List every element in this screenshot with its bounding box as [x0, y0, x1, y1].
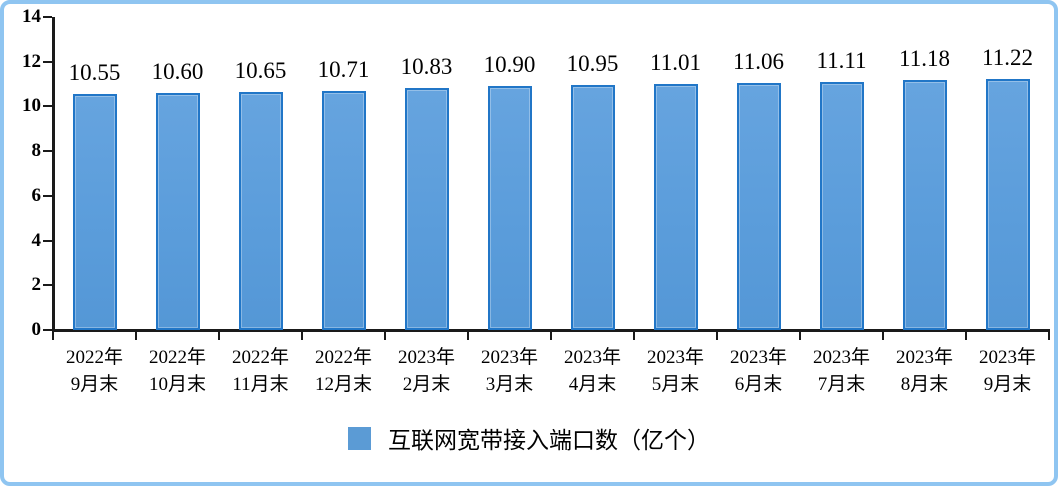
y-tick-label: 8 — [31, 140, 42, 162]
bar — [155, 93, 200, 330]
x-category-label: 2022年 10月末 — [123, 344, 233, 398]
bar-value-label: 10.83 — [400, 53, 453, 79]
x-category-line: 11月末 — [232, 374, 289, 395]
x-category-line: 5月末 — [651, 374, 700, 395]
x-tick-mark — [633, 332, 635, 340]
x-category-label: 2023年 3月末 — [455, 344, 565, 398]
x-tick-mark — [135, 332, 137, 340]
x-category-label: 2022年 11月末 — [206, 344, 316, 398]
y-tick-label: 12 — [22, 50, 41, 72]
x-category-line: 2023年 — [397, 347, 455, 368]
x-category-line: 2023年 — [895, 347, 953, 368]
x-category-line: 3月末 — [485, 374, 534, 395]
y-tick-mark — [43, 239, 52, 242]
x-category-label: 2023年 5月末 — [621, 344, 731, 398]
x-category-label: 2022年 12月末 — [289, 344, 399, 398]
bar — [72, 94, 117, 330]
x-category-line: 2022年 — [314, 347, 372, 368]
bar-value-label: 10.71 — [317, 56, 370, 82]
x-category-line: 2月末 — [402, 374, 451, 395]
legend-swatch — [348, 426, 371, 450]
x-category-line: 2022年 — [231, 347, 289, 368]
x-category-line: 6月末 — [734, 374, 783, 395]
x-category-line: 2023年 — [729, 347, 787, 368]
x-tick-mark — [301, 332, 303, 340]
bar-value-label: 11.06 — [733, 48, 784, 74]
y-tick-label: 2 — [31, 274, 42, 296]
y-tick-label: 10 — [22, 95, 41, 117]
bar-value-label: 10.95 — [566, 51, 619, 77]
x-category-line: 2023年 — [978, 347, 1036, 368]
x-category-line: 2022年 — [148, 347, 206, 368]
x-category-line: 2023年 — [563, 347, 621, 368]
x-category-label: 2023年 2月末 — [372, 344, 482, 398]
bar-value-label: 11.22 — [982, 45, 1033, 71]
x-tick-mark — [1048, 332, 1050, 340]
x-category-line: 8月末 — [900, 374, 949, 395]
bar-value-label: 10.90 — [483, 52, 536, 78]
bar — [985, 79, 1030, 330]
x-category-label: 2023年 6月末 — [704, 344, 814, 398]
x-tick-mark — [965, 332, 967, 340]
legend: 互联网宽带接入端口数（亿个） — [0, 421, 1058, 455]
bar-value-label: 10.55 — [68, 60, 121, 86]
bar-value-label: 11.18 — [899, 46, 950, 72]
x-category-label: 2023年 4月末 — [538, 344, 648, 398]
x-category-line: 4月末 — [568, 374, 617, 395]
bar — [404, 87, 449, 330]
x-axis-line — [52, 329, 1050, 332]
y-tick-label: 0 — [31, 319, 42, 340]
x-tick-mark — [467, 332, 469, 340]
x-tick-mark — [799, 332, 801, 340]
x-category-line: 12月末 — [314, 374, 372, 395]
y-tick-mark — [43, 329, 52, 331]
x-category-line: 2023年 — [646, 347, 704, 368]
bar — [819, 81, 864, 330]
x-tick-mark — [882, 332, 884, 340]
y-tick-label: 6 — [31, 184, 42, 206]
x-category-line: 10月末 — [148, 374, 206, 395]
y-tick-mark — [43, 194, 52, 197]
x-tick-mark — [550, 332, 552, 340]
x-category-line: 2023年 — [812, 347, 870, 368]
bar — [570, 85, 615, 330]
bar — [238, 91, 283, 330]
bar-value-label: 11.01 — [650, 49, 701, 75]
x-category-line: 9月末 — [70, 374, 119, 395]
y-tick-mark — [43, 105, 52, 108]
x-category-label: 2023年 9月末 — [953, 344, 1058, 398]
x-category-label: 2023年 8月末 — [870, 344, 980, 398]
x-tick-mark — [52, 332, 54, 340]
y-tick-mark — [43, 150, 52, 153]
bar — [321, 90, 366, 330]
bar — [487, 86, 532, 330]
x-category-line: 2022年 — [65, 347, 123, 368]
x-tick-mark — [716, 332, 718, 340]
y-tick-mark — [43, 16, 52, 18]
x-category-label: 2022年 9月末 — [40, 344, 150, 398]
bar — [902, 80, 947, 330]
bar — [653, 83, 698, 330]
y-tick-label: 14 — [22, 6, 41, 27]
x-tick-mark — [218, 332, 220, 340]
y-tick-label: 4 — [31, 229, 42, 251]
legend-label: 互联网宽带接入端口数（亿个） — [388, 428, 710, 453]
bar-value-label: 10.60 — [151, 59, 204, 84]
bar-value-label: 11.11 — [816, 47, 867, 73]
x-category-line: 7月末 — [817, 374, 866, 395]
y-tick-mark — [43, 284, 52, 287]
x-category-label: 2023年 7月末 — [787, 344, 897, 398]
bar-value-label: 10.65 — [234, 57, 287, 83]
x-tick-mark — [384, 332, 386, 340]
x-category-line: 2023年 — [480, 347, 538, 368]
y-axis-line — [52, 17, 55, 332]
bar — [736, 82, 781, 330]
y-tick-mark — [43, 60, 52, 63]
x-category-line: 9月末 — [983, 374, 1032, 395]
